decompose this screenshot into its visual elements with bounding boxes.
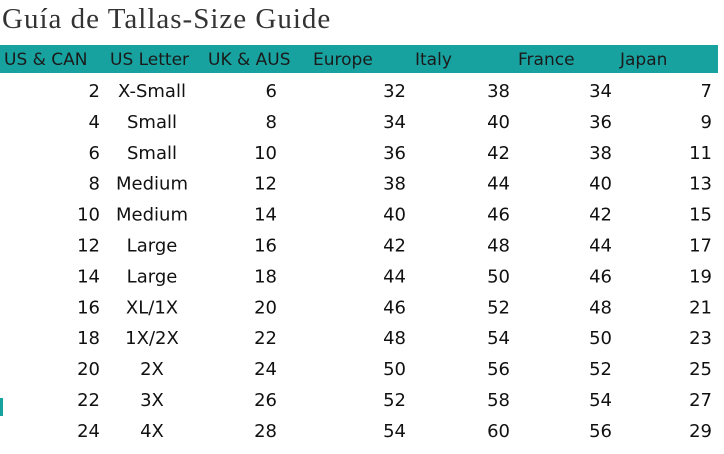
table-cell: 14 bbox=[254, 205, 277, 226]
table-cell: 46 bbox=[487, 205, 510, 226]
table-cell: 54 bbox=[589, 390, 612, 411]
table-cell: 9 bbox=[701, 112, 712, 133]
table-cell: 56 bbox=[487, 359, 510, 380]
header-bar bbox=[0, 45, 718, 73]
table-cell: 42 bbox=[589, 205, 612, 226]
table-cell: 14 bbox=[77, 266, 100, 287]
page-title: Guía de Tallas-Size Guide bbox=[2, 3, 331, 35]
table-cell: 52 bbox=[589, 359, 612, 380]
table-cell: 16 bbox=[77, 297, 100, 318]
table-cell: 54 bbox=[487, 328, 510, 349]
table-cell: 25 bbox=[689, 359, 712, 380]
table-cell: 24 bbox=[77, 421, 100, 442]
table-cell: 19 bbox=[689, 266, 712, 287]
table-cell: 50 bbox=[383, 359, 406, 380]
column-header: Japan bbox=[619, 50, 667, 70]
table-cell: 7 bbox=[701, 81, 712, 102]
table-cell: XL/1X bbox=[126, 297, 178, 318]
table-cell: 48 bbox=[487, 236, 510, 257]
table-cell: 40 bbox=[589, 174, 612, 195]
table-cell: Small bbox=[127, 112, 177, 133]
table-cell: 36 bbox=[383, 143, 406, 164]
table-cell: 2X bbox=[140, 359, 164, 380]
table-cell: 8 bbox=[266, 112, 277, 133]
column-header: US & CAN bbox=[4, 50, 88, 70]
table-cell: 22 bbox=[77, 390, 100, 411]
table-cell: 1X/2X bbox=[125, 328, 179, 349]
column-header: UK & AUS bbox=[208, 50, 291, 70]
table-cell: 4 bbox=[89, 112, 100, 133]
table-cell: 44 bbox=[383, 266, 406, 287]
table-cell: 11 bbox=[689, 143, 712, 164]
table-cell: Small bbox=[127, 143, 177, 164]
table-cell: 2 bbox=[89, 81, 100, 102]
table-cell: 56 bbox=[589, 421, 612, 442]
column-header: Europe bbox=[313, 50, 373, 70]
column-header: France bbox=[518, 50, 575, 70]
table-cell: 6 bbox=[266, 81, 277, 102]
table-cell: 32 bbox=[383, 81, 406, 102]
table-cell: 20 bbox=[254, 297, 277, 318]
table-cell: 50 bbox=[487, 266, 510, 287]
table-cell: 29 bbox=[689, 421, 712, 442]
table-cell: 18 bbox=[77, 328, 100, 349]
table-cell: 10 bbox=[77, 205, 100, 226]
table-cell: 28 bbox=[254, 421, 277, 442]
column-header: US Letter bbox=[110, 50, 189, 70]
table-cell: 6 bbox=[89, 143, 100, 164]
table-cell: 38 bbox=[589, 143, 612, 164]
table-cell: 60 bbox=[487, 421, 510, 442]
table-cell: 15 bbox=[689, 205, 712, 226]
table-cell: Medium bbox=[116, 174, 188, 195]
table-cell: 17 bbox=[689, 236, 712, 257]
table-cell: 27 bbox=[689, 390, 712, 411]
table-cell: 10 bbox=[254, 143, 277, 164]
edge-strip bbox=[0, 398, 3, 416]
table-cell: 46 bbox=[589, 266, 612, 287]
table-cell: Medium bbox=[116, 205, 188, 226]
table-cell: 48 bbox=[383, 328, 406, 349]
table-cell: 46 bbox=[383, 297, 406, 318]
table-cell: 18 bbox=[254, 266, 277, 287]
table-cell: 34 bbox=[383, 112, 406, 133]
table-cell: 52 bbox=[487, 297, 510, 318]
table-cell: 38 bbox=[487, 81, 510, 102]
table-cell: 34 bbox=[589, 81, 612, 102]
table-cell: 26 bbox=[254, 390, 277, 411]
table-cell: 36 bbox=[589, 112, 612, 133]
table-cell: 52 bbox=[383, 390, 406, 411]
table-cell: 12 bbox=[254, 174, 277, 195]
table-cell: Large bbox=[127, 266, 178, 287]
table-cell: 4X bbox=[140, 421, 164, 442]
table-cell: 50 bbox=[589, 328, 612, 349]
table-cell: 38 bbox=[383, 174, 406, 195]
table-cell: 20 bbox=[77, 359, 100, 380]
table-cell: 42 bbox=[487, 143, 510, 164]
column-header: Italy bbox=[415, 50, 452, 70]
table-cell: 54 bbox=[383, 421, 406, 442]
table-cell: 44 bbox=[487, 174, 510, 195]
table-cell: 3X bbox=[140, 390, 164, 411]
table-cell: X-Small bbox=[118, 81, 186, 102]
table-cell: 44 bbox=[589, 236, 612, 257]
table-cell: 21 bbox=[689, 297, 712, 318]
table-cell: 16 bbox=[254, 236, 277, 257]
table-cell: 24 bbox=[254, 359, 277, 380]
table-cell: 42 bbox=[383, 236, 406, 257]
table-cell: 48 bbox=[589, 297, 612, 318]
table-cell: 12 bbox=[77, 236, 100, 257]
table-cell: 13 bbox=[689, 174, 712, 195]
table-cell: 8 bbox=[89, 174, 100, 195]
table-cell: 23 bbox=[689, 328, 712, 349]
table-cell: 58 bbox=[487, 390, 510, 411]
table-cell: 40 bbox=[383, 205, 406, 226]
table-cell: 22 bbox=[254, 328, 277, 349]
table-cell: Large bbox=[127, 236, 178, 257]
table-cell: 40 bbox=[487, 112, 510, 133]
